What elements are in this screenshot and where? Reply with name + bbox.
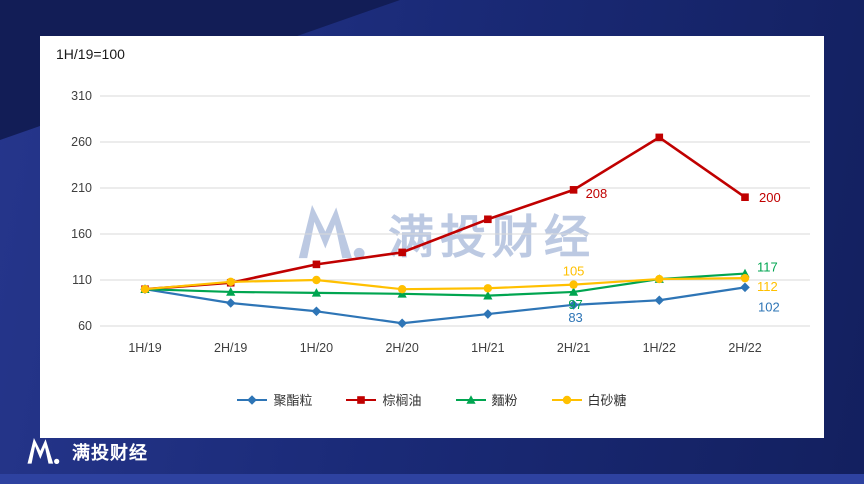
svg-text:2H/21: 2H/21	[557, 341, 590, 355]
index-base-note: 1H/19=100	[56, 46, 125, 62]
trend-line-chart: 60 110 160 210 260 310 1H/19 2H/19 1H/20 2H/20 1H/…	[71, 89, 810, 355]
svg-text:83: 83	[568, 310, 582, 325]
svg-text:97: 97	[568, 297, 582, 312]
legend-item: 聚酯粒	[237, 390, 312, 409]
legend-label: 白砂糖	[587, 393, 627, 408]
svg-text:208: 208	[586, 186, 608, 201]
svg-text:1H/19: 1H/19	[128, 341, 161, 355]
svg-text:110: 110	[72, 273, 92, 287]
legend-item: 麵粉	[455, 390, 518, 409]
brand-logo-icon	[27, 438, 60, 464]
svg-text:260: 260	[71, 135, 92, 149]
legend-diamond-marker-icon	[237, 394, 268, 405]
footer-brand: 满投财经	[26, 438, 148, 466]
svg-text:2H/20: 2H/20	[385, 341, 418, 355]
chart-legend: 聚酯粒 棕榈油 麵粉 白砂糖	[40, 390, 824, 409]
svg-text:1H/21: 1H/21	[471, 341, 504, 355]
legend-label: 棕榈油	[382, 393, 422, 408]
svg-text:310: 310	[71, 89, 92, 103]
legend-item: 白砂糖	[551, 390, 627, 409]
legend-square-marker-icon	[346, 395, 377, 404]
svg-text:112: 112	[757, 279, 778, 294]
svg-text:117: 117	[757, 260, 778, 275]
svg-text:200: 200	[759, 190, 781, 205]
legend-circle-marker-icon	[551, 395, 582, 404]
svg-text:60: 60	[78, 319, 92, 333]
chart-card: 满投财经 1H/19=100 60 110 160 210 260 310 1H/19 2H/…	[40, 36, 824, 438]
svg-text:210: 210	[71, 181, 92, 195]
legend-item: 棕榈油	[346, 390, 422, 409]
svg-text:1H/20: 1H/20	[300, 341, 333, 355]
svg-text:2H/19: 2H/19	[214, 341, 247, 355]
svg-text:102: 102	[758, 299, 780, 314]
legend-label: 麵粉	[491, 393, 518, 408]
svg-text:105: 105	[563, 264, 585, 279]
svg-text:1H/22: 1H/22	[643, 341, 676, 355]
svg-text:2H/22: 2H/22	[728, 341, 761, 355]
footer-brand-name: 满投财经	[72, 443, 148, 463]
legend-label: 聚酯粒	[273, 393, 313, 408]
svg-text:160: 160	[71, 227, 92, 241]
legend-triangle-marker-icon	[455, 394, 486, 404]
bottom-accent-strip	[0, 474, 864, 484]
